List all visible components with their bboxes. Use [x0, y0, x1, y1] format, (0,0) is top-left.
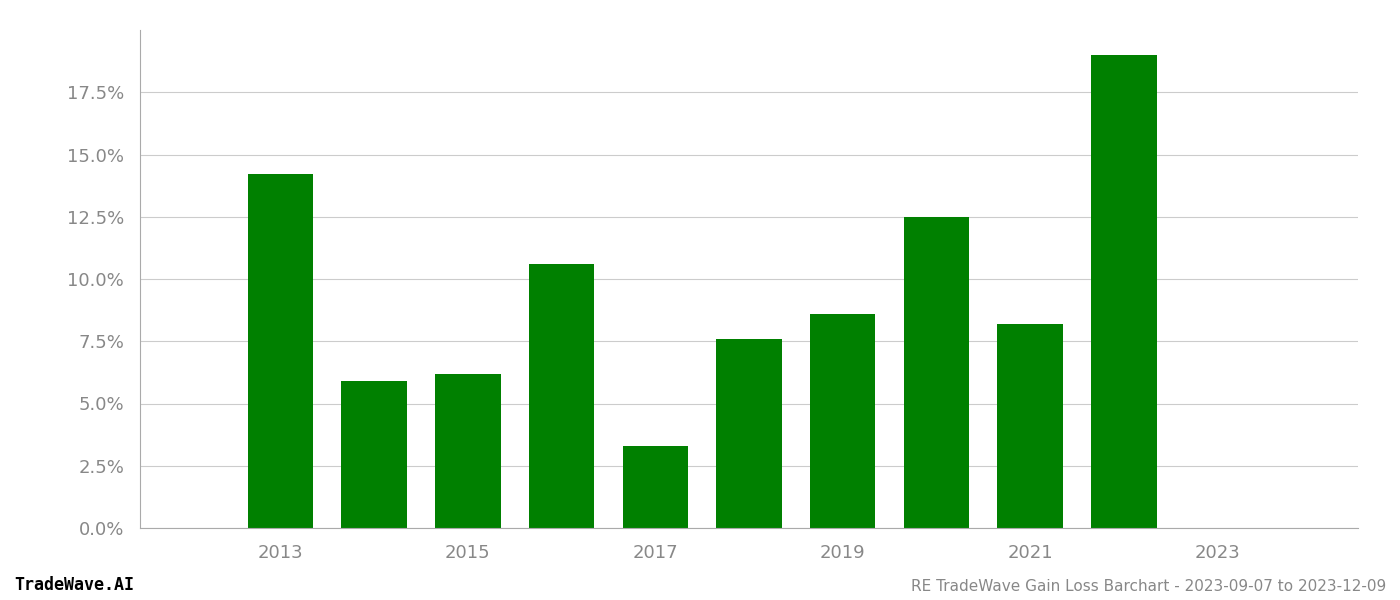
Bar — [997, 324, 1063, 528]
Bar — [435, 374, 501, 528]
Text: TradeWave.AI: TradeWave.AI — [14, 576, 134, 594]
Bar — [811, 314, 875, 528]
Bar — [529, 264, 595, 528]
Bar — [903, 217, 969, 528]
Bar — [342, 381, 407, 528]
Bar — [717, 339, 781, 528]
Bar — [623, 446, 689, 528]
Bar — [1091, 55, 1156, 528]
Bar — [248, 175, 314, 528]
Text: RE TradeWave Gain Loss Barchart - 2023-09-07 to 2023-12-09: RE TradeWave Gain Loss Barchart - 2023-0… — [911, 579, 1386, 594]
